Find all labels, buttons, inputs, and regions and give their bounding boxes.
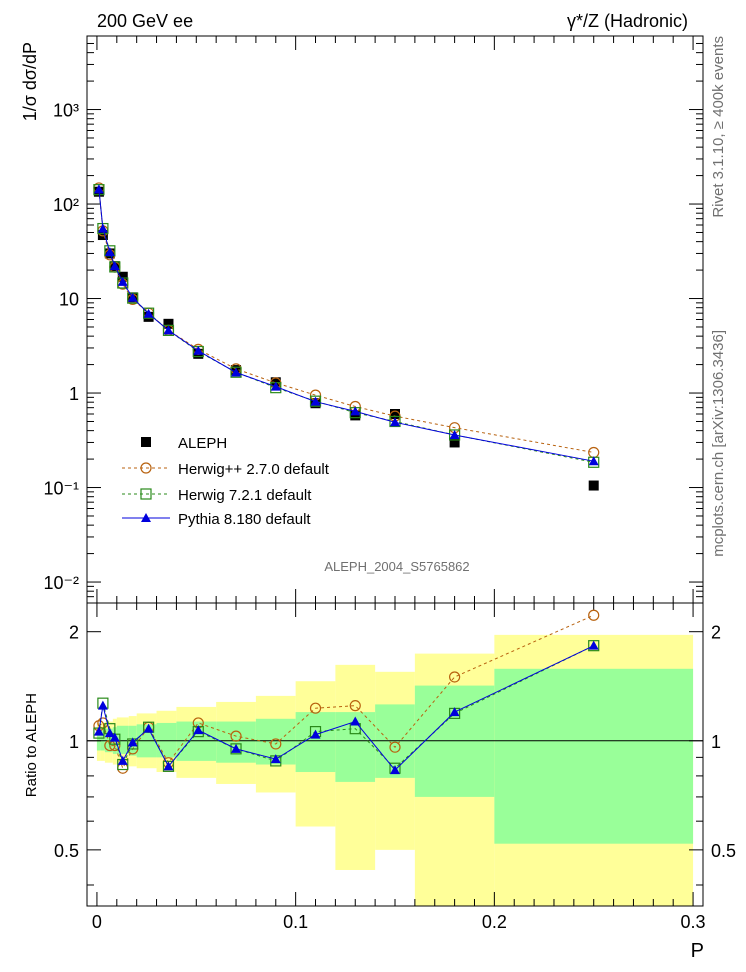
- legend-label: Herwig++ 2.7.0 default: [178, 461, 330, 478]
- main-point-pythia: [117, 276, 128, 286]
- main-point-herwigpp: [588, 446, 600, 459]
- main-point-aleph: [588, 480, 599, 491]
- ratio-y-tick-label-right: 1: [711, 732, 721, 752]
- main-ylabel: 1/σ dσ/dP: [20, 42, 40, 121]
- band-inner: [156, 722, 177, 758]
- main-point-pythia: [449, 429, 460, 439]
- analysis-watermark: ALEPH_2004_S5765862: [324, 559, 469, 574]
- ratio-y-tick-label: 1: [69, 732, 79, 752]
- legend: ALEPH Herwig++ 2.7.0 default Herwig 7.2.1 …: [122, 435, 330, 528]
- x-tick-label: 0.1: [283, 912, 308, 932]
- ratio-point-herwigpp: [309, 702, 322, 714]
- ratio-point-pythia: [93, 726, 104, 736]
- ratio-point-pythia: [97, 700, 108, 710]
- ratio-point-herwigpp: [230, 730, 242, 742]
- main-point-pythia: [390, 417, 400, 427]
- ratio-point-pythia: [104, 728, 115, 738]
- ratio-point-pythia: [588, 640, 599, 650]
- main-point-herwig7: [230, 366, 242, 378]
- y-tick-label: 10²: [53, 195, 79, 215]
- x-axis-label: P: [691, 940, 704, 962]
- y-tick-label: 10³: [53, 101, 79, 121]
- main-point-pythia: [193, 345, 204, 355]
- main-point-pythia: [109, 261, 120, 271]
- ratio-point-pythia: [231, 743, 242, 753]
- y-tick-label: 10: [59, 290, 79, 310]
- main-point-pythia: [231, 367, 242, 377]
- ratio-point-pythia: [117, 755, 128, 765]
- legend-marker: [140, 488, 152, 500]
- ratio-point-pythia: [390, 765, 400, 775]
- ratio-ylabel: Ratio to ALEPH: [23, 693, 40, 797]
- header-right: γ*/Z (Hadronic): [567, 11, 688, 31]
- ratio-point-pythia: [350, 716, 361, 726]
- main-point-aleph: [350, 410, 361, 421]
- main-point-pythia: [163, 325, 174, 335]
- legend-label: Herwig 7.2.1 default: [178, 487, 312, 504]
- main-point-herwig7: [309, 395, 322, 407]
- ratio-line-herwigpp: [98, 614, 594, 770]
- ratio-point-herwigpp: [349, 700, 361, 712]
- legend-label: Pythia 8.180 default: [178, 511, 311, 528]
- main-point-aleph: [449, 437, 460, 448]
- ratio-point-herwigpp: [588, 609, 600, 621]
- main-point-pythia: [93, 184, 104, 194]
- main-point-pythia: [588, 456, 599, 466]
- legend-label: ALEPH: [178, 435, 227, 452]
- main-point-pythia: [310, 396, 321, 406]
- main-point-aleph: [117, 271, 128, 282]
- legend-marker: [141, 437, 151, 447]
- ratio-point-pythia: [449, 707, 460, 717]
- ratio-y-tick-label-right: 0.5: [711, 841, 736, 861]
- main-point-herwig7: [143, 307, 155, 319]
- rivet-label: Rivet 3.1.10, ≥ 400k events: [710, 36, 727, 218]
- ratio-point-herwigpp: [389, 741, 401, 753]
- x-tick-label: 0: [92, 912, 102, 932]
- ratio-point-herwigpp: [449, 671, 461, 683]
- main-point-aleph: [390, 409, 400, 419]
- main-axes: 10⁻² 10⁻¹ 1 10 10² 10³: [43, 35, 703, 604]
- ratio-point-pythia: [310, 729, 321, 739]
- y-tick-label: 1: [69, 384, 79, 404]
- ratio-y-tick-label: 2: [69, 623, 79, 643]
- ratio-point-pythia: [127, 737, 138, 747]
- ratio-point-pythia: [270, 754, 281, 764]
- main-line-herwigpp: [98, 187, 594, 453]
- x-tick-label: 0.2: [482, 912, 507, 932]
- band-inner: [116, 725, 129, 754]
- ratio-point-herwigpp: [270, 738, 282, 750]
- y-tick-label: 10⁻²: [43, 573, 79, 593]
- ratio-point-pythia: [193, 725, 204, 735]
- mcplots-label: mcplots.cern.ch [arXiv:1306.3436]: [710, 330, 727, 557]
- main-point-pythia: [270, 381, 281, 391]
- header-left: 200 GeV ee: [97, 11, 193, 31]
- ratio-y-tick-label-right: 2: [711, 623, 721, 643]
- legend-marker: [140, 462, 152, 474]
- main-point-pythia: [97, 223, 108, 233]
- main-point-aleph: [163, 318, 174, 329]
- main-point-pythia: [350, 406, 361, 416]
- x-tick-label: 0.3: [681, 912, 706, 932]
- ratio-data: [93, 609, 600, 775]
- ratio-y-tick-label: 0.5: [54, 841, 79, 861]
- main-point-aleph: [97, 230, 108, 241]
- main-point-pythia: [143, 308, 154, 318]
- ratio-point-pythia: [143, 723, 154, 733]
- main-data: [93, 182, 600, 491]
- ratio-point-pythia: [163, 761, 174, 771]
- main-point-pythia: [104, 247, 115, 257]
- y-tick-label: 10⁻¹: [43, 479, 79, 499]
- main-line-pythia: [98, 189, 594, 462]
- band-inner: [295, 712, 336, 773]
- legend-marker: [141, 513, 151, 522]
- main-point-herwig7: [389, 415, 401, 428]
- ratio-point-pythia: [109, 732, 120, 742]
- band-inner: [494, 668, 694, 844]
- main-point-pythia: [127, 292, 138, 302]
